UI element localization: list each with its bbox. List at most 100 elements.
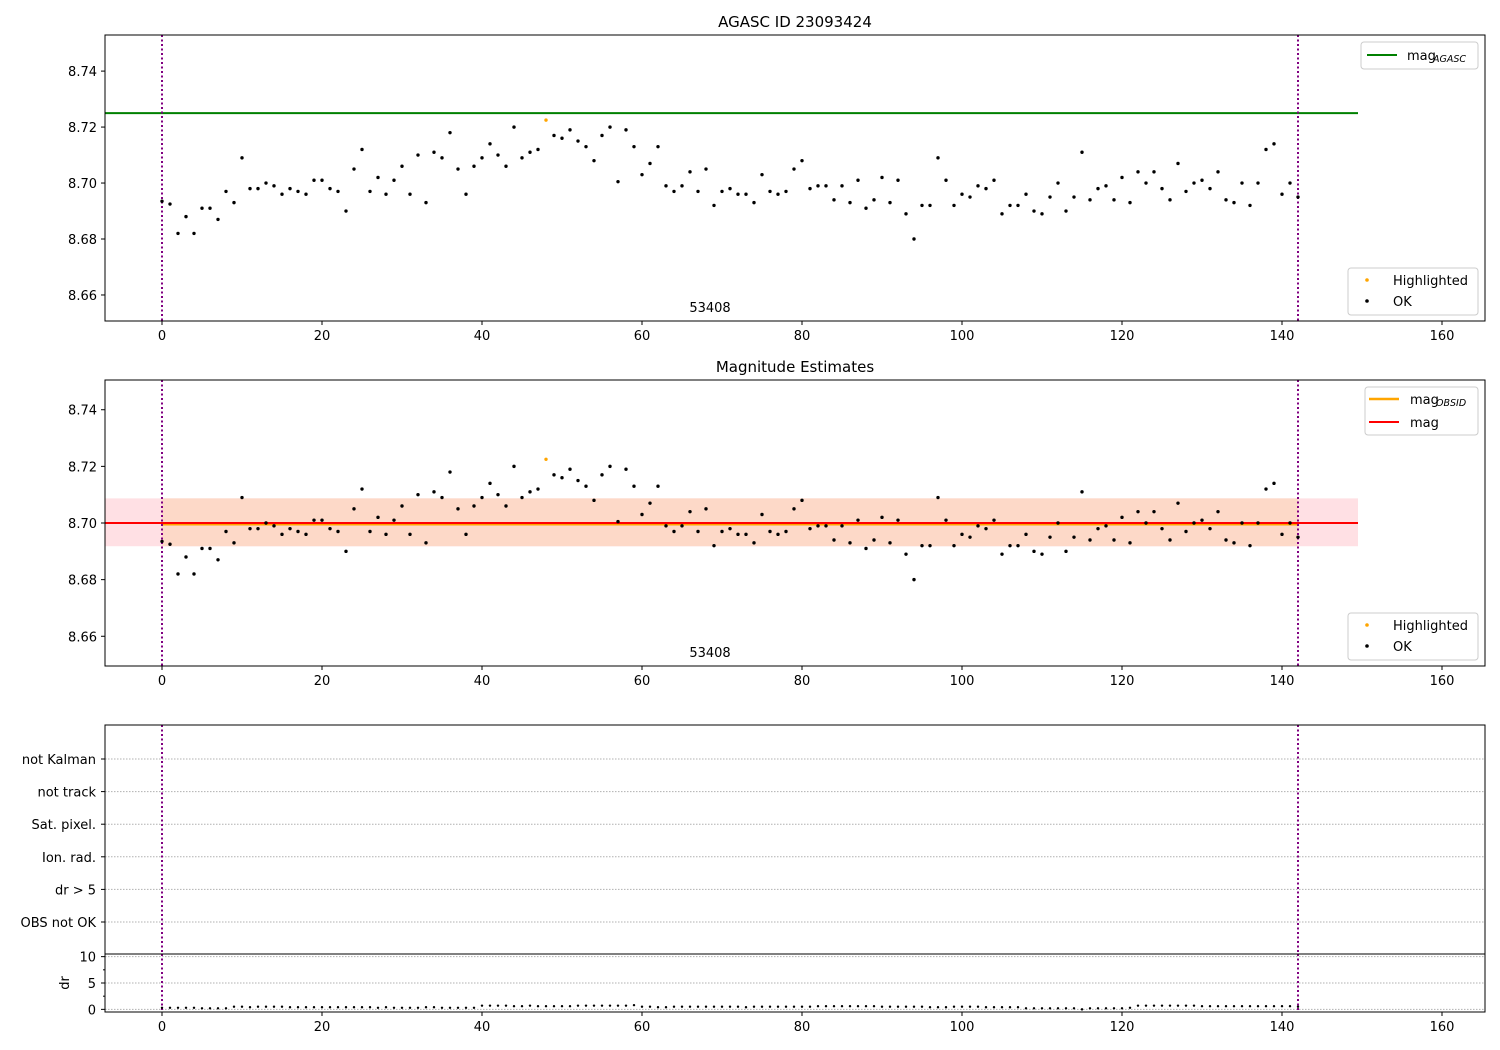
panel2-ok-point [656, 484, 660, 488]
panel2-ok-point [1176, 501, 1180, 505]
panel1-ok-point [1080, 150, 1084, 154]
dr-point [328, 1006, 332, 1009]
panel2-ok-point [1104, 524, 1108, 528]
dr-point [648, 1005, 652, 1008]
panel1-ok-point [1152, 170, 1156, 174]
panel2-y-tick-label: 8.70 [68, 517, 97, 532]
panel1-ok-point [992, 178, 996, 182]
panel1-ok-point [680, 184, 684, 188]
panel2-ok-point [1280, 532, 1284, 537]
panel1-x-tick-label: 140 [1270, 329, 1295, 344]
panel2-x-tick-label: 0 [158, 674, 166, 689]
dr-point [584, 1004, 588, 1007]
panel1-ok-point [584, 144, 588, 149]
panel2-ok-point [992, 518, 996, 522]
panel1-ok-point [1128, 200, 1132, 205]
panel1-ok-point [1208, 186, 1212, 191]
panel1-ok-point [592, 158, 596, 163]
dr-point [264, 1005, 268, 1008]
panel2-ok-point [568, 467, 572, 471]
panel1-ok-point [336, 189, 340, 194]
dr-point [488, 1004, 492, 1007]
panel2-x-tick-label: 100 [950, 674, 975, 689]
dr-point [600, 1004, 604, 1007]
legend-obsid-label: mag [1410, 393, 1439, 408]
dr-point [696, 1005, 700, 1008]
dr-x-tick-label: 100 [950, 1020, 975, 1035]
panel1-ok-point [1016, 203, 1020, 208]
panel1-ok-point [264, 181, 268, 185]
dr-point [1224, 1005, 1228, 1008]
dr-point [200, 1007, 204, 1010]
dr-point [544, 1005, 548, 1008]
dr-point [232, 1005, 236, 1008]
panel2-ok-point [816, 524, 820, 528]
dr-point [896, 1005, 900, 1008]
dr-point [1040, 1007, 1044, 1010]
panel1-ok-point [744, 192, 748, 196]
dr-point [288, 1006, 292, 1009]
panel1-ok-point [648, 161, 652, 166]
dr-point [984, 1006, 988, 1009]
dr-point [1016, 1006, 1020, 1009]
panel2-ok-point [968, 535, 972, 539]
dr-x-tick-label: 60 [634, 1020, 651, 1035]
dr-point [664, 1006, 668, 1009]
dr-point [528, 1004, 532, 1007]
panel1-ok-point [1168, 198, 1172, 202]
panel2-ok-point [392, 518, 396, 522]
panel2-ok-point [1272, 481, 1276, 486]
panel1-ok-point [1232, 200, 1236, 205]
dr-point [1048, 1007, 1052, 1010]
panel2-ok-point [832, 538, 836, 542]
panel2-y-tick-label: 8.66 [68, 630, 97, 645]
dr-axes-frame [104, 953, 1486, 1013]
panel2-x-tick-label: 20 [314, 674, 331, 689]
panel1-ok-point [496, 153, 500, 157]
dr-point [384, 1006, 388, 1009]
panel1-ok-point [1224, 198, 1228, 202]
panel2-ok-point [928, 543, 932, 548]
panel2-ok-point [664, 524, 668, 528]
dr-point [1256, 1005, 1260, 1008]
panel2-ok-point [1048, 535, 1052, 539]
panel1-ok-point [720, 189, 724, 194]
dr-point [1240, 1005, 1244, 1008]
panel2-ok-point [888, 541, 892, 545]
panel1-ok-point [504, 164, 508, 168]
flag-label: Sat. pixel. [32, 818, 96, 833]
panel1-ok-point [1184, 189, 1188, 194]
panel2-ok-point [1016, 543, 1020, 548]
dr-point [560, 1005, 564, 1008]
dr-point [608, 1004, 612, 1007]
flag-label: Ion. rad. [42, 851, 96, 866]
dr-point [688, 1005, 692, 1008]
panel1-ok-point [616, 179, 620, 184]
legend-agasc-label: mag [1407, 49, 1436, 64]
dr-point [848, 1005, 852, 1008]
dr-point [904, 1005, 908, 1008]
panel2-ok-point [616, 519, 620, 524]
dr-point [192, 1006, 196, 1009]
panel2-ok-point [800, 498, 804, 503]
panel2-ok-point [896, 518, 900, 522]
dr-point [816, 1005, 820, 1008]
panel2-ok-point [488, 481, 492, 486]
dr-point [1008, 1006, 1012, 1009]
panel1-ok-point [304, 192, 308, 196]
panel2-ok-point [1224, 538, 1228, 542]
panel2-ok-point [1088, 538, 1092, 542]
dr-point [320, 1006, 324, 1009]
dr-point [952, 1005, 956, 1008]
dr-x-tick-label: 120 [1110, 1020, 1135, 1035]
panel1-y-tick-label: 8.72 [68, 121, 97, 136]
dr-point [520, 1005, 524, 1008]
panel1-ok-point [880, 175, 884, 180]
dr-point [944, 1006, 948, 1009]
panel2-ok-point [424, 541, 428, 545]
panel1-ok-point [408, 192, 412, 196]
panel1-ok-point [632, 144, 636, 149]
